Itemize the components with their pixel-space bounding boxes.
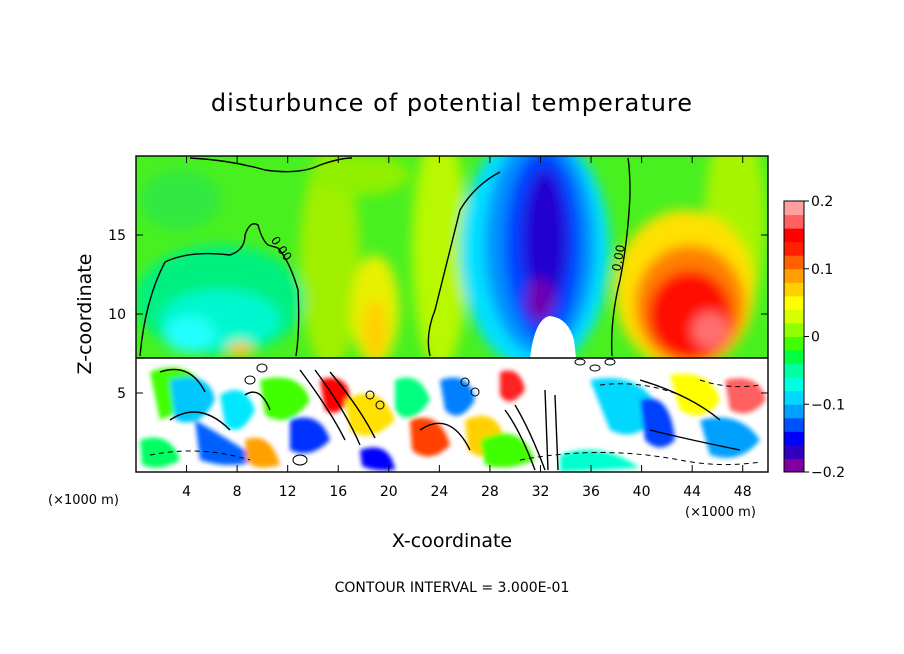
colorbar-swatch: [784, 458, 804, 473]
x-tick-label: 20: [380, 484, 398, 500]
x-tick-label: 36: [582, 484, 600, 500]
zero-contour-right: [611, 157, 631, 357]
x-tick-label: 8: [233, 484, 242, 500]
x-tick-label: 32: [532, 484, 550, 500]
colorbar-swatch: [784, 417, 804, 432]
colorbar-swatch: [784, 282, 804, 297]
colorbar-swatch: [784, 295, 804, 310]
x-unit-left: (×1000 m): [48, 493, 119, 508]
colorbar-swatch: [784, 268, 804, 283]
z-tick-label: 15: [108, 228, 126, 244]
colorbar: [784, 201, 804, 473]
zero-contour-mid: [427, 171, 501, 357]
cold-plume-core: [523, 170, 567, 310]
colorbar-swatch: [784, 390, 804, 405]
colorbar-tick-label: 0: [811, 330, 820, 346]
colorbar-swatch: [784, 214, 804, 229]
x-tick-label: 4: [182, 484, 191, 500]
warm-plume-mid-core: [363, 300, 387, 360]
contour-loops: [244, 358, 616, 466]
colorbar-swatch: [784, 336, 804, 351]
warm-band-top: [310, 156, 410, 195]
colorbar-swatch: [784, 309, 804, 324]
x-tick-label: 44: [683, 484, 701, 500]
contour-interval-note: CONTOUR INTERVAL = 3.000E-01: [335, 580, 570, 596]
zero-contour-top: [189, 157, 353, 173]
saturated-patch: [530, 316, 576, 358]
x-axis-label: X-coordinate: [392, 530, 512, 552]
colorbar-tick-label: 0.1: [811, 262, 833, 278]
lower-field-patches: [140, 367, 766, 472]
x-tick-label: 48: [734, 484, 752, 500]
colorbar-swatch: [784, 444, 804, 459]
colorbar-tick-label: −0.2: [811, 465, 845, 481]
chart-title: disturbunce of potential temperature: [211, 89, 693, 117]
cool-region-upper-left: [140, 170, 220, 230]
colorbar-swatch: [784, 377, 804, 392]
warm-band-mid: [412, 156, 468, 370]
colorbar-swatch: [784, 431, 804, 446]
x-tick-label: 40: [633, 484, 651, 500]
cold-plume-deep: [526, 278, 554, 322]
x-tick-label: 28: [481, 484, 499, 500]
upper-field-blobs: [136, 156, 765, 370]
z-axis-label: Z-coordinate: [74, 254, 96, 375]
colorbar-swatch: [784, 350, 804, 365]
warm-plume-right-core: [692, 312, 728, 348]
colorbar-swatch: [784, 404, 804, 419]
contour-label-right: 0.00: [609, 244, 627, 273]
x-tick-label: 24: [430, 484, 448, 500]
x-tick-label: 16: [329, 484, 347, 500]
cool-region-left-core2: [165, 317, 215, 353]
colorbar-ticks: 0.2 0.1 0 −0.1 −0.2: [804, 194, 845, 481]
warm-band-left: [300, 156, 360, 370]
x-unit-right: (×1000 m): [685, 505, 756, 520]
colorbar-swatch: [784, 322, 804, 337]
colorbar-swatch: [784, 228, 804, 243]
colorbar-tick-label: −0.1: [811, 397, 845, 413]
warm-plume-small: [228, 342, 252, 358]
x-axis-ticks: 4 8 12 16 20 24 28 32 36 40 44 48: [182, 156, 752, 500]
dashed-contours: [149, 357, 761, 466]
z-axis-ticks: 5 10 15: [108, 228, 768, 402]
x-tick-label: 12: [279, 484, 297, 500]
z-tick-label: 10: [108, 307, 126, 323]
plot-area: 0.00 0.00: [136, 156, 768, 472]
colorbar-swatch: [784, 255, 804, 270]
colorbar-tick-label: 0.2: [811, 194, 833, 210]
zero-contour-left: [139, 223, 300, 357]
colorbar-swatch: [784, 241, 804, 256]
colorbar-swatch: [784, 201, 804, 216]
colorbar-swatch: [784, 363, 804, 378]
z-tick-label: 5: [117, 386, 126, 402]
